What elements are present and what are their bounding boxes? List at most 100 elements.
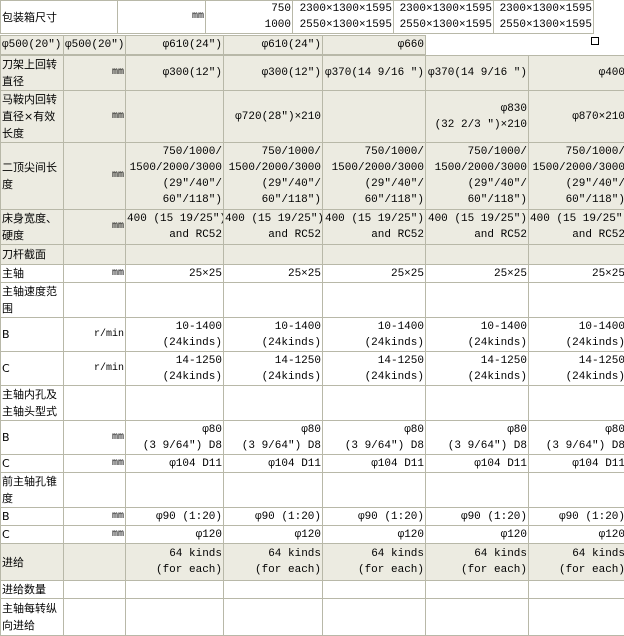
- value-cell: [126, 283, 224, 318]
- value-cell: [529, 283, 624, 318]
- value-cell: φ90 (1:20): [323, 508, 426, 526]
- value-cell: [126, 473, 224, 508]
- value-cell: φ90 (1:20): [126, 508, 224, 526]
- packaging-label: 包装箱尺寸: [1, 1, 118, 34]
- value-cell: [323, 581, 426, 599]
- row-label: 床身宽度、硬度: [1, 210, 64, 245]
- value-cell: [323, 386, 426, 421]
- row-unit: mm: [64, 526, 126, 544]
- diameter-cell: φ610(24"): [126, 36, 224, 55]
- value-cell: φ300(12"): [126, 56, 224, 91]
- row-unit: [64, 581, 126, 599]
- value-cell: 400 (15 19/25") and RC52: [126, 210, 224, 245]
- value-cell: [323, 91, 426, 143]
- row-label: 马鞍内回转直径×有效长度: [1, 91, 64, 143]
- diameter-cell: φ660: [323, 36, 426, 55]
- value-cell: 400 (15 19/25") and RC52: [323, 210, 426, 245]
- value-cell: [323, 599, 426, 636]
- value-cell: 750/1000/ 1500/2000/3000 (29"/40"/ 60"/1…: [224, 143, 323, 210]
- value-cell: φ120: [126, 526, 224, 544]
- row-unit: mm: [64, 56, 126, 91]
- row-label: C: [1, 352, 64, 386]
- value-cell: 750/1000/ 1500/2000/3000 (29"/40"/ 60"/1…: [126, 143, 224, 210]
- value-cell: 400 (15 19/25") and RC52: [224, 210, 323, 245]
- value-cell: [426, 581, 529, 599]
- value-cell: φ120: [224, 526, 323, 544]
- row-label: 主轴内孔及主轴头型式: [1, 386, 64, 421]
- table-row: 主轴内孔及主轴头型式: [1, 386, 624, 421]
- row-label: 刀杆截面: [1, 245, 64, 265]
- value-cell: φ80 (3 9/64") D8: [426, 421, 529, 455]
- value-cell: 25×25: [426, 265, 529, 283]
- row-unit: mm: [64, 210, 126, 245]
- value-cell: φ870×210: [529, 91, 624, 143]
- value-cell: 14-1250 (24kinds): [224, 352, 323, 386]
- value-cell: [529, 599, 624, 636]
- row-label: C: [1, 526, 64, 544]
- value-cell: [224, 599, 323, 636]
- row-label: B: [1, 508, 64, 526]
- value-cell: [126, 599, 224, 636]
- value-cell: 750/1000/ 1500/2000/3000 (29"/40"/ 60"/1…: [323, 143, 426, 210]
- value-cell: 64 kinds (for each): [529, 544, 624, 581]
- value-cell: φ90 (1:20): [529, 508, 624, 526]
- value-cell: [323, 473, 426, 508]
- value-cell: 10-1400 (24kinds): [323, 318, 426, 352]
- value-cell: φ830 (32 2/3 ")×210: [426, 91, 529, 143]
- row-label: B: [1, 421, 64, 455]
- value-cell: 750/1000/ 1500/2000/3000 (29"/40"/ 60"/1…: [426, 143, 529, 210]
- value-cell: 64 kinds (for each): [224, 544, 323, 581]
- value-cell: 25×25: [529, 265, 624, 283]
- value-cell: φ90 (1:20): [426, 508, 529, 526]
- value-cell: [224, 473, 323, 508]
- value-cell: [224, 245, 323, 265]
- row-label: 主轴速度范围: [1, 283, 64, 318]
- row-label: 前主轴孔锥度: [1, 473, 64, 508]
- value-cell: [426, 473, 529, 508]
- table-row: 前主轴孔锥度: [1, 473, 624, 508]
- row-label: 主轴: [1, 265, 64, 283]
- row-unit: mm: [64, 421, 126, 455]
- row-unit: mm: [64, 91, 126, 143]
- value-cell: 400 (15 19/25") and RC52: [426, 210, 529, 245]
- table-resize-handle[interactable]: [591, 37, 599, 45]
- row-label: 主轴每转纵向进给: [1, 599, 64, 636]
- value-cell: [529, 245, 624, 265]
- value-cell: [224, 386, 323, 421]
- row-label: 进给: [1, 544, 64, 581]
- value-cell: 64 kinds (for each): [323, 544, 426, 581]
- value-cell: φ120: [529, 526, 624, 544]
- value-cell: 64 kinds (for each): [426, 544, 529, 581]
- value-cell: [426, 283, 529, 318]
- value-cell: φ370(14 9/16 "): [323, 56, 426, 91]
- value-cell: φ80 (3 9/64") D8: [323, 421, 426, 455]
- value-cell: [529, 473, 624, 508]
- diameter-row-table: φ500(20") φ500(20") φ610(24") φ610(24") …: [0, 35, 426, 55]
- value-cell: 64 kinds (for each): [126, 544, 224, 581]
- value-cell: [323, 245, 426, 265]
- value-cell: 14-1250 (24kinds): [126, 352, 224, 386]
- value-cell: φ104 D11: [426, 455, 529, 473]
- packaging-unit: mm: [118, 1, 206, 34]
- value-cell: [323, 283, 426, 318]
- row-label: 刀架上回转直径: [1, 56, 64, 91]
- value-cell: φ120: [323, 526, 426, 544]
- value-cell: φ120: [426, 526, 529, 544]
- value-cell: 25×25: [224, 265, 323, 283]
- value-cell: φ370(14 9/16 "): [426, 56, 529, 91]
- value-cell: 750/1000/ 1500/2000/3000 (29"/40"/ 60"/1…: [529, 143, 624, 210]
- value-cell: 10-1400 (24kinds): [126, 318, 224, 352]
- row-unit: [64, 473, 126, 508]
